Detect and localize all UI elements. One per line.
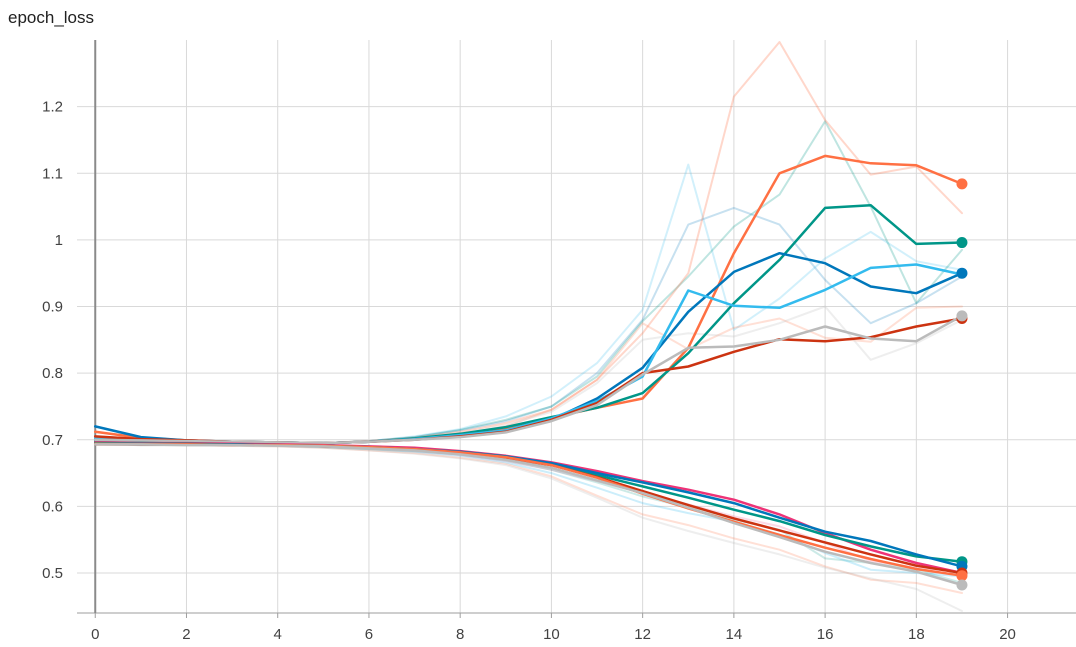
y-tick-label: 1.1	[42, 165, 63, 182]
series-line	[93, 443, 964, 587]
y-tick-label: 1	[55, 232, 63, 249]
x-tick-label: 18	[908, 626, 925, 643]
series-end-marker	[956, 267, 968, 279]
y-tick-label: 0.6	[42, 498, 63, 515]
series-end-marker	[956, 178, 968, 190]
series-end-marker	[956, 310, 968, 322]
x-tick-label: 6	[365, 626, 373, 643]
x-tick-label: 2	[182, 626, 190, 643]
x-tick-label: 16	[817, 626, 834, 643]
series-line	[94, 443, 963, 594]
series-line	[94, 120, 963, 445]
series-end-marker	[956, 237, 968, 249]
y-tick-label: 0.7	[42, 432, 63, 449]
x-tick-label: 12	[634, 626, 651, 643]
y-tick-label: 0.9	[42, 299, 63, 316]
y-tick-label: 0.8	[42, 365, 63, 382]
x-tick-label: 10	[543, 626, 560, 643]
x-tick-label: 14	[726, 626, 743, 643]
series-line	[94, 206, 963, 445]
series-line	[93, 154, 964, 445]
y-tick-label: 0.5	[42, 565, 63, 582]
y-tick-label: 1.2	[42, 99, 63, 116]
x-tick-label: 0	[91, 626, 99, 643]
x-tick-label: 20	[999, 626, 1016, 643]
series-line	[94, 41, 963, 445]
series-end-marker	[956, 570, 968, 582]
x-tick-label: 8	[456, 626, 464, 643]
series-line	[93, 314, 964, 445]
x-tick-label: 4	[274, 626, 282, 643]
series-end-marker	[956, 579, 968, 591]
chart-title: epoch_loss	[8, 8, 95, 27]
